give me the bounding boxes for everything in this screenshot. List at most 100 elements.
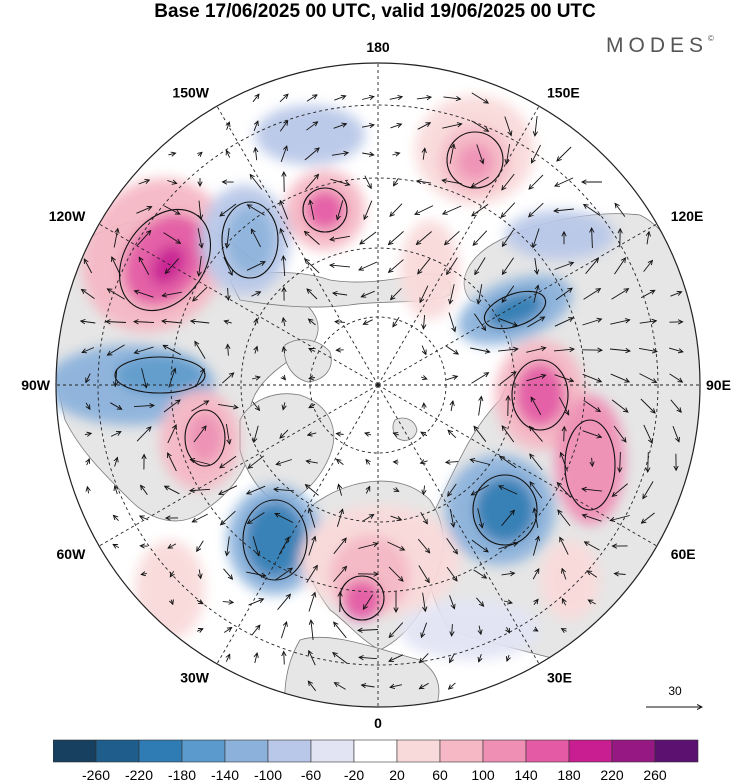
wind-vector: [362, 515, 373, 522]
wind-vector: [418, 257, 431, 274]
wind-vector: [136, 427, 151, 442]
colorbar-tick-label: -100: [254, 767, 282, 783]
wind-vector: [393, 433, 399, 435]
wind-vector: [86, 373, 91, 383]
wind-vector: [248, 599, 264, 606]
wind-vector: [251, 292, 261, 297]
wind-vector: [192, 513, 208, 522]
wind-vector: [613, 425, 626, 442]
wind-vector: [639, 373, 657, 383]
wind-vector: [471, 373, 489, 384]
wind-vector: [361, 97, 374, 100]
wind-vector: [448, 483, 457, 496]
wind-vector: [588, 600, 596, 605]
wind-vector: [641, 512, 655, 523]
wind-vector: [498, 349, 518, 351]
wind-vector: [279, 94, 288, 103]
wind-vector: [668, 347, 683, 352]
colorbar-tick-label: 140: [514, 767, 538, 783]
wind-vector: [415, 205, 434, 215]
wind-vector: [305, 259, 320, 274]
wind-vector: [592, 228, 593, 249]
wind-vector: [171, 600, 173, 605]
wind-vector: [610, 320, 629, 325]
wind-vector: [113, 544, 120, 547]
wind-vector: [557, 146, 572, 161]
wind-vector: [420, 511, 428, 524]
wind-vector: [584, 204, 601, 216]
wind-vector: [582, 373, 602, 381]
wind-vector: [283, 376, 286, 379]
wind-vector: [471, 539, 488, 552]
wind-vector: [366, 460, 370, 465]
wind-vector: [389, 654, 404, 662]
wind-vector: [526, 348, 545, 353]
wind-vector: [168, 453, 177, 472]
wind-vector: [445, 345, 458, 354]
wind-vector: [587, 571, 598, 578]
wind-vector: [280, 229, 289, 248]
wind-vector: [553, 349, 574, 351]
wind-vector: [365, 433, 372, 435]
wind-vector: [448, 430, 457, 439]
longitude-label: 150E: [547, 84, 580, 100]
wind-vector: [417, 181, 432, 183]
wind-vector: [170, 570, 173, 577]
wind-vector: [136, 207, 151, 214]
brand-name: MODES: [606, 34, 709, 57]
wind-vector: [393, 489, 398, 492]
wind-vector: [250, 175, 263, 190]
wind-vector: [305, 174, 319, 190]
wind-vector: [334, 96, 345, 101]
wind-vector: [534, 599, 538, 605]
wind-vector: [277, 594, 291, 610]
wind-vector: [309, 319, 316, 326]
wind-vector: [506, 144, 511, 164]
wind-vector: [471, 176, 489, 187]
wind-vector: [554, 318, 573, 327]
wind-vector: [165, 258, 180, 274]
wind-vector: [361, 290, 375, 297]
longitude-label: 30W: [180, 670, 210, 686]
wind-vector: [224, 628, 231, 633]
wind-vector: [450, 284, 455, 304]
wind-vector: [417, 123, 431, 130]
wind-vector: [333, 566, 347, 582]
wind-vector: [555, 177, 574, 186]
wind-vector: [558, 510, 571, 527]
longitude-label: 120W: [49, 208, 86, 224]
wind-vector: [582, 319, 602, 326]
colorbar-tick-label: 260: [643, 767, 667, 783]
wind-vector: [275, 568, 292, 581]
wind-vector: [502, 426, 515, 443]
wind-vector: [448, 312, 455, 332]
wind-vector: [167, 425, 176, 444]
wind-vector: [276, 459, 292, 465]
wind-vector: [113, 515, 119, 522]
colorbar-segment: [224, 739, 269, 763]
wind-vector: [562, 629, 567, 632]
wind-vector: [251, 377, 260, 379]
wind-vector: [361, 125, 374, 127]
colorbar-tick-label: 220: [600, 767, 624, 783]
wind-vector: [248, 455, 265, 468]
wind-vector: [416, 231, 432, 245]
wind-vector: [499, 486, 518, 495]
colorbar-segment: [525, 739, 570, 763]
wind-vector: [561, 453, 568, 472]
wind-vector: [227, 228, 229, 248]
wind-vector: [393, 316, 400, 327]
wind-vector: [612, 483, 628, 497]
wind-vector: [163, 345, 182, 356]
wind-vector: [479, 397, 482, 416]
wind-vector: [198, 152, 202, 155]
wind-vector: [366, 487, 369, 494]
wind-vector: [279, 121, 287, 132]
wind-vector: [363, 319, 373, 325]
longitude-label: 60W: [57, 546, 87, 562]
wind-vector: [391, 288, 402, 299]
wind-vector: [499, 372, 516, 385]
wind-vector: [333, 538, 346, 555]
wind-vector: [582, 430, 602, 438]
wind-vector: [501, 202, 516, 218]
